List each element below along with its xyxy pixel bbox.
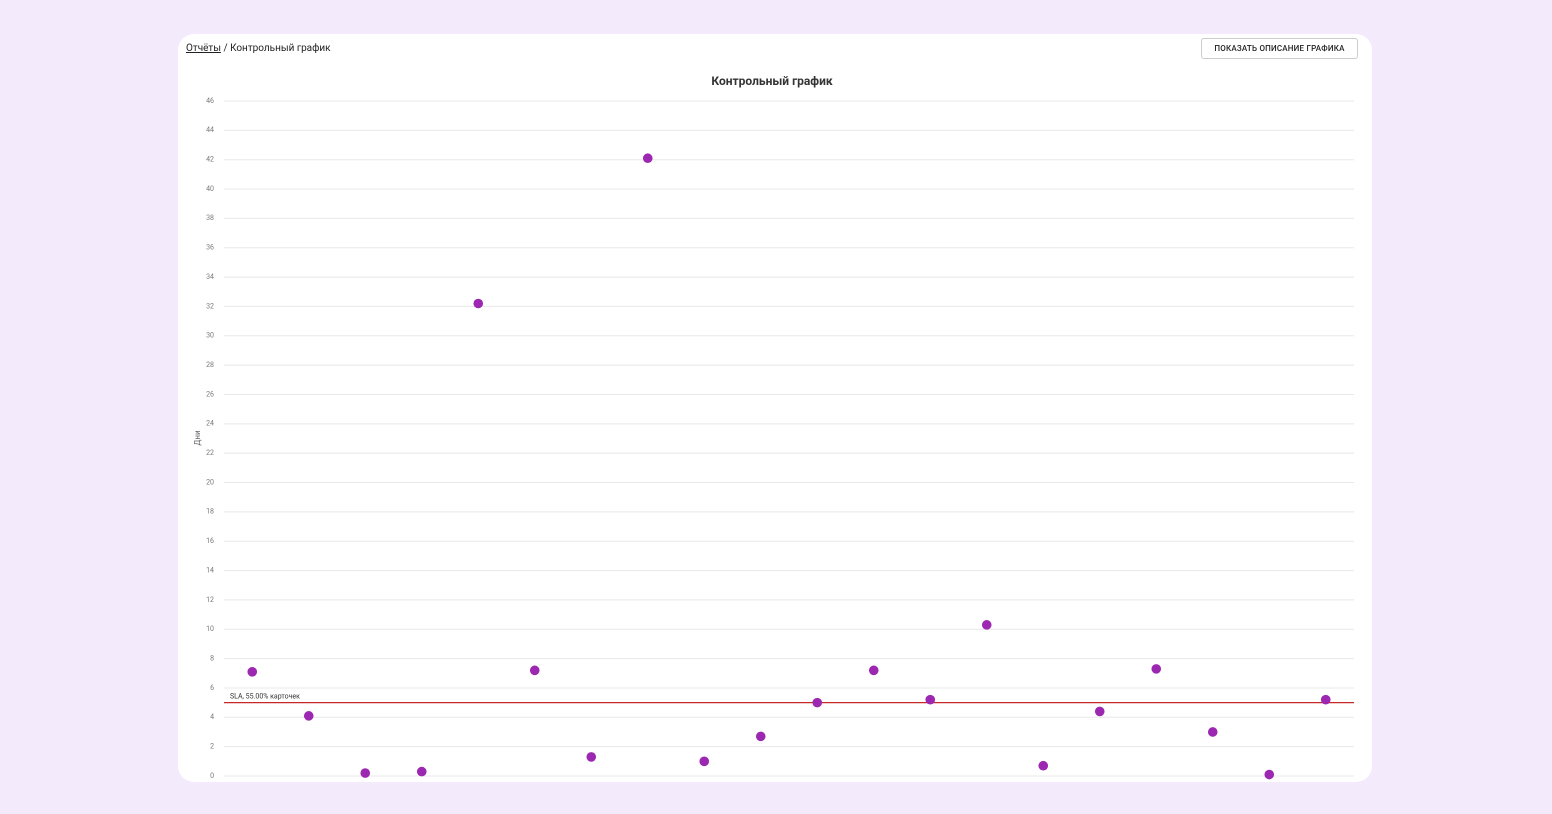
point xyxy=(586,752,597,762)
breadcrumb-link[interactable]: Отчёты xyxy=(186,43,221,54)
y-tick-label: 6 xyxy=(210,684,214,692)
point xyxy=(981,620,992,630)
point xyxy=(642,153,653,164)
breadcrumb-current: Контрольный график xyxy=(230,43,331,54)
point xyxy=(360,768,371,778)
y-tick-label: 32 xyxy=(206,302,214,310)
point xyxy=(416,766,427,777)
y-tick-label: 2 xyxy=(210,742,214,750)
y-tick-label: 20 xyxy=(206,478,214,486)
point xyxy=(529,665,540,676)
point xyxy=(247,667,258,677)
point xyxy=(755,731,766,742)
chart: Контрольный график Дни 02468101214161820… xyxy=(193,74,1354,780)
point xyxy=(1151,664,1162,674)
card: Отчёты / Контрольный график ПОКАЗАТЬ ОПИ… xyxy=(178,34,1372,782)
y-tick-label: 34 xyxy=(206,273,214,281)
point xyxy=(1094,706,1105,717)
chart-title: Контрольный график xyxy=(711,74,833,88)
y-axis-label: Дни xyxy=(193,430,202,446)
y-tick-label: 36 xyxy=(206,244,214,252)
point xyxy=(1038,760,1049,771)
y-tick-label: 16 xyxy=(206,537,214,545)
y-tick-label: 12 xyxy=(206,596,214,604)
y-tick-label: 30 xyxy=(206,332,214,340)
y-tick-label: 28 xyxy=(206,361,214,369)
y-tick-label: 4 xyxy=(210,713,214,721)
y-tick-label: 22 xyxy=(206,449,214,457)
y-tick-label: 0 xyxy=(210,772,214,780)
y-tick-label: 18 xyxy=(206,508,214,516)
breadcrumb: Отчёты / Контрольный график xyxy=(186,43,331,54)
point xyxy=(925,694,936,705)
point xyxy=(1207,727,1218,737)
y-tick-label: 26 xyxy=(206,390,214,398)
y-tick-label: 10 xyxy=(206,625,214,633)
sla-label: SLA, 55.00% карточек xyxy=(230,692,300,700)
show-description-button[interactable]: ПОКАЗАТЬ ОПИСАНИЕ ГРАФИКА xyxy=(1201,38,1358,59)
point xyxy=(303,711,314,721)
y-tick-label: 40 xyxy=(206,185,214,193)
y-tick-label: 24 xyxy=(206,420,214,428)
y-tick-label: 38 xyxy=(206,214,214,222)
y-tick-label: 8 xyxy=(210,654,214,662)
y-tick-label: 44 xyxy=(206,126,214,134)
y-tick-label: 42 xyxy=(206,156,214,164)
point xyxy=(812,697,823,708)
point xyxy=(868,665,879,676)
point xyxy=(1320,694,1331,705)
point xyxy=(1264,769,1275,780)
point xyxy=(473,298,484,309)
y-tick-label: 14 xyxy=(206,566,214,574)
breadcrumb-separator: / xyxy=(223,43,228,54)
y-tick-label: 46 xyxy=(206,97,214,105)
point xyxy=(699,756,710,767)
